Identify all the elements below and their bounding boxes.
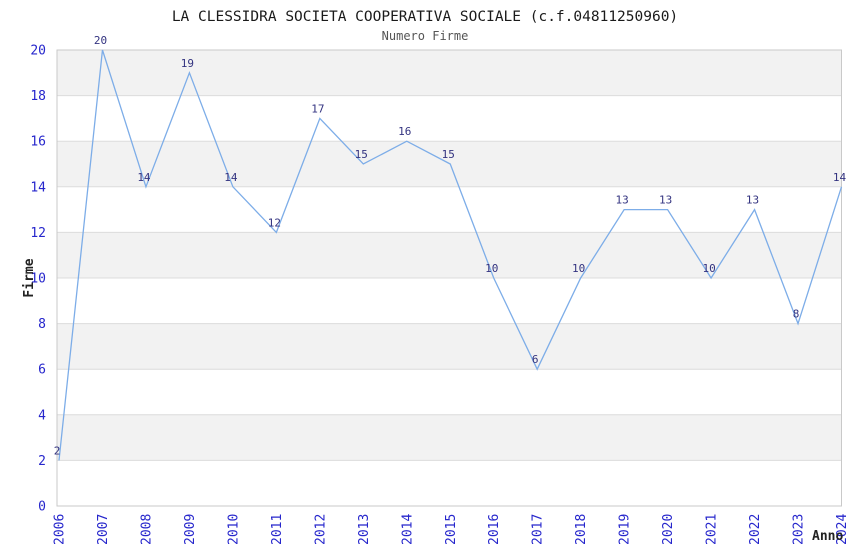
x-tick-labels-layer: 2006 2007 2008 2009 2010 2011 2012 2013 2014 2015… xyxy=(53,514,850,545)
data-point-label: 16 xyxy=(398,125,411,138)
y-tick-label: 6 xyxy=(38,363,46,378)
gridlines-layer xyxy=(57,49,842,507)
shaded-band xyxy=(57,232,842,278)
chart-subtitle: Numero Firme xyxy=(382,29,469,43)
x-tick-label: 2006 xyxy=(53,514,68,545)
data-point-label: 14 xyxy=(224,171,238,184)
point-labels-layer: 2 20 14 19 14 12 17 15 16 15 10 6 10 13 13 10 13 8 14 xyxy=(54,34,847,457)
y-tick-label: 4 xyxy=(38,408,46,423)
series-line xyxy=(58,49,843,461)
data-point-label: 13 xyxy=(616,194,629,207)
x-tick-label: 2015 xyxy=(444,514,459,545)
shaded-bands-layer xyxy=(57,50,842,461)
data-point-label: 2 xyxy=(54,444,61,457)
y-tick-label: 8 xyxy=(38,317,46,332)
x-tick-label: 2012 xyxy=(313,514,328,545)
data-point-label: 14 xyxy=(137,171,151,184)
y-tick-label: 2 xyxy=(38,454,46,469)
chart-title: LA CLESSIDRA SOCIETA COOPERATIVA SOCIALE… xyxy=(172,9,678,25)
y-tick-label: 14 xyxy=(30,180,46,195)
x-tick-label: 2016 xyxy=(487,514,502,545)
x-tick-label: 2018 xyxy=(574,514,589,545)
y-tick-label: 0 xyxy=(38,500,46,515)
x-tick-label: 2010 xyxy=(226,514,241,545)
x-tick-label: 2020 xyxy=(661,514,676,545)
x-tick-label: 2024 xyxy=(835,514,850,545)
data-point-label: 10 xyxy=(702,262,715,275)
series-layer xyxy=(58,49,843,461)
x-tick-label: 2017 xyxy=(531,514,546,545)
data-point-label: 10 xyxy=(572,262,585,275)
plot-border xyxy=(56,49,842,507)
x-tick-label: 2007 xyxy=(96,514,111,545)
data-point-label: 17 xyxy=(311,102,324,115)
data-point-label: 12 xyxy=(268,216,281,229)
y-tick-label: 20 xyxy=(30,44,46,59)
x-tick-label: 2023 xyxy=(792,514,807,545)
data-point-label: 19 xyxy=(181,57,194,70)
y-tick-label: 18 xyxy=(30,89,46,104)
x-tick-label: 2021 xyxy=(705,514,720,545)
x-tick-label: 2019 xyxy=(618,514,633,545)
x-axis-title: Anno xyxy=(812,529,843,544)
data-point-label: 13 xyxy=(746,194,759,207)
x-tick-label: 2014 xyxy=(400,514,415,545)
data-point-label: 20 xyxy=(94,34,107,47)
y-tick-labels-layer: 0 2 4 6 8 10 12 14 16 18 20 xyxy=(30,44,46,515)
x-tick-label: 2013 xyxy=(357,514,372,545)
data-point-label: 15 xyxy=(442,148,455,161)
data-point-label: 10 xyxy=(485,262,498,275)
data-point-label: 6 xyxy=(532,353,539,366)
y-tick-label: 10 xyxy=(30,272,46,287)
y-axis-title: Firme xyxy=(22,258,37,297)
x-tick-label: 2008 xyxy=(139,514,154,545)
y-tick-label: 16 xyxy=(30,135,46,150)
data-point-label: 14 xyxy=(833,171,847,184)
x-tick-label: 2011 xyxy=(270,514,285,545)
shaded-band xyxy=(57,414,842,461)
data-point-label: 13 xyxy=(659,194,672,207)
shaded-band xyxy=(57,50,842,96)
data-point-label: 15 xyxy=(355,148,368,161)
x-tick-label: 2022 xyxy=(748,514,763,545)
y-tick-label: 12 xyxy=(30,226,46,241)
shaded-band xyxy=(57,323,842,370)
data-point-label: 8 xyxy=(793,308,800,321)
x-tick-label: 2009 xyxy=(183,514,198,545)
